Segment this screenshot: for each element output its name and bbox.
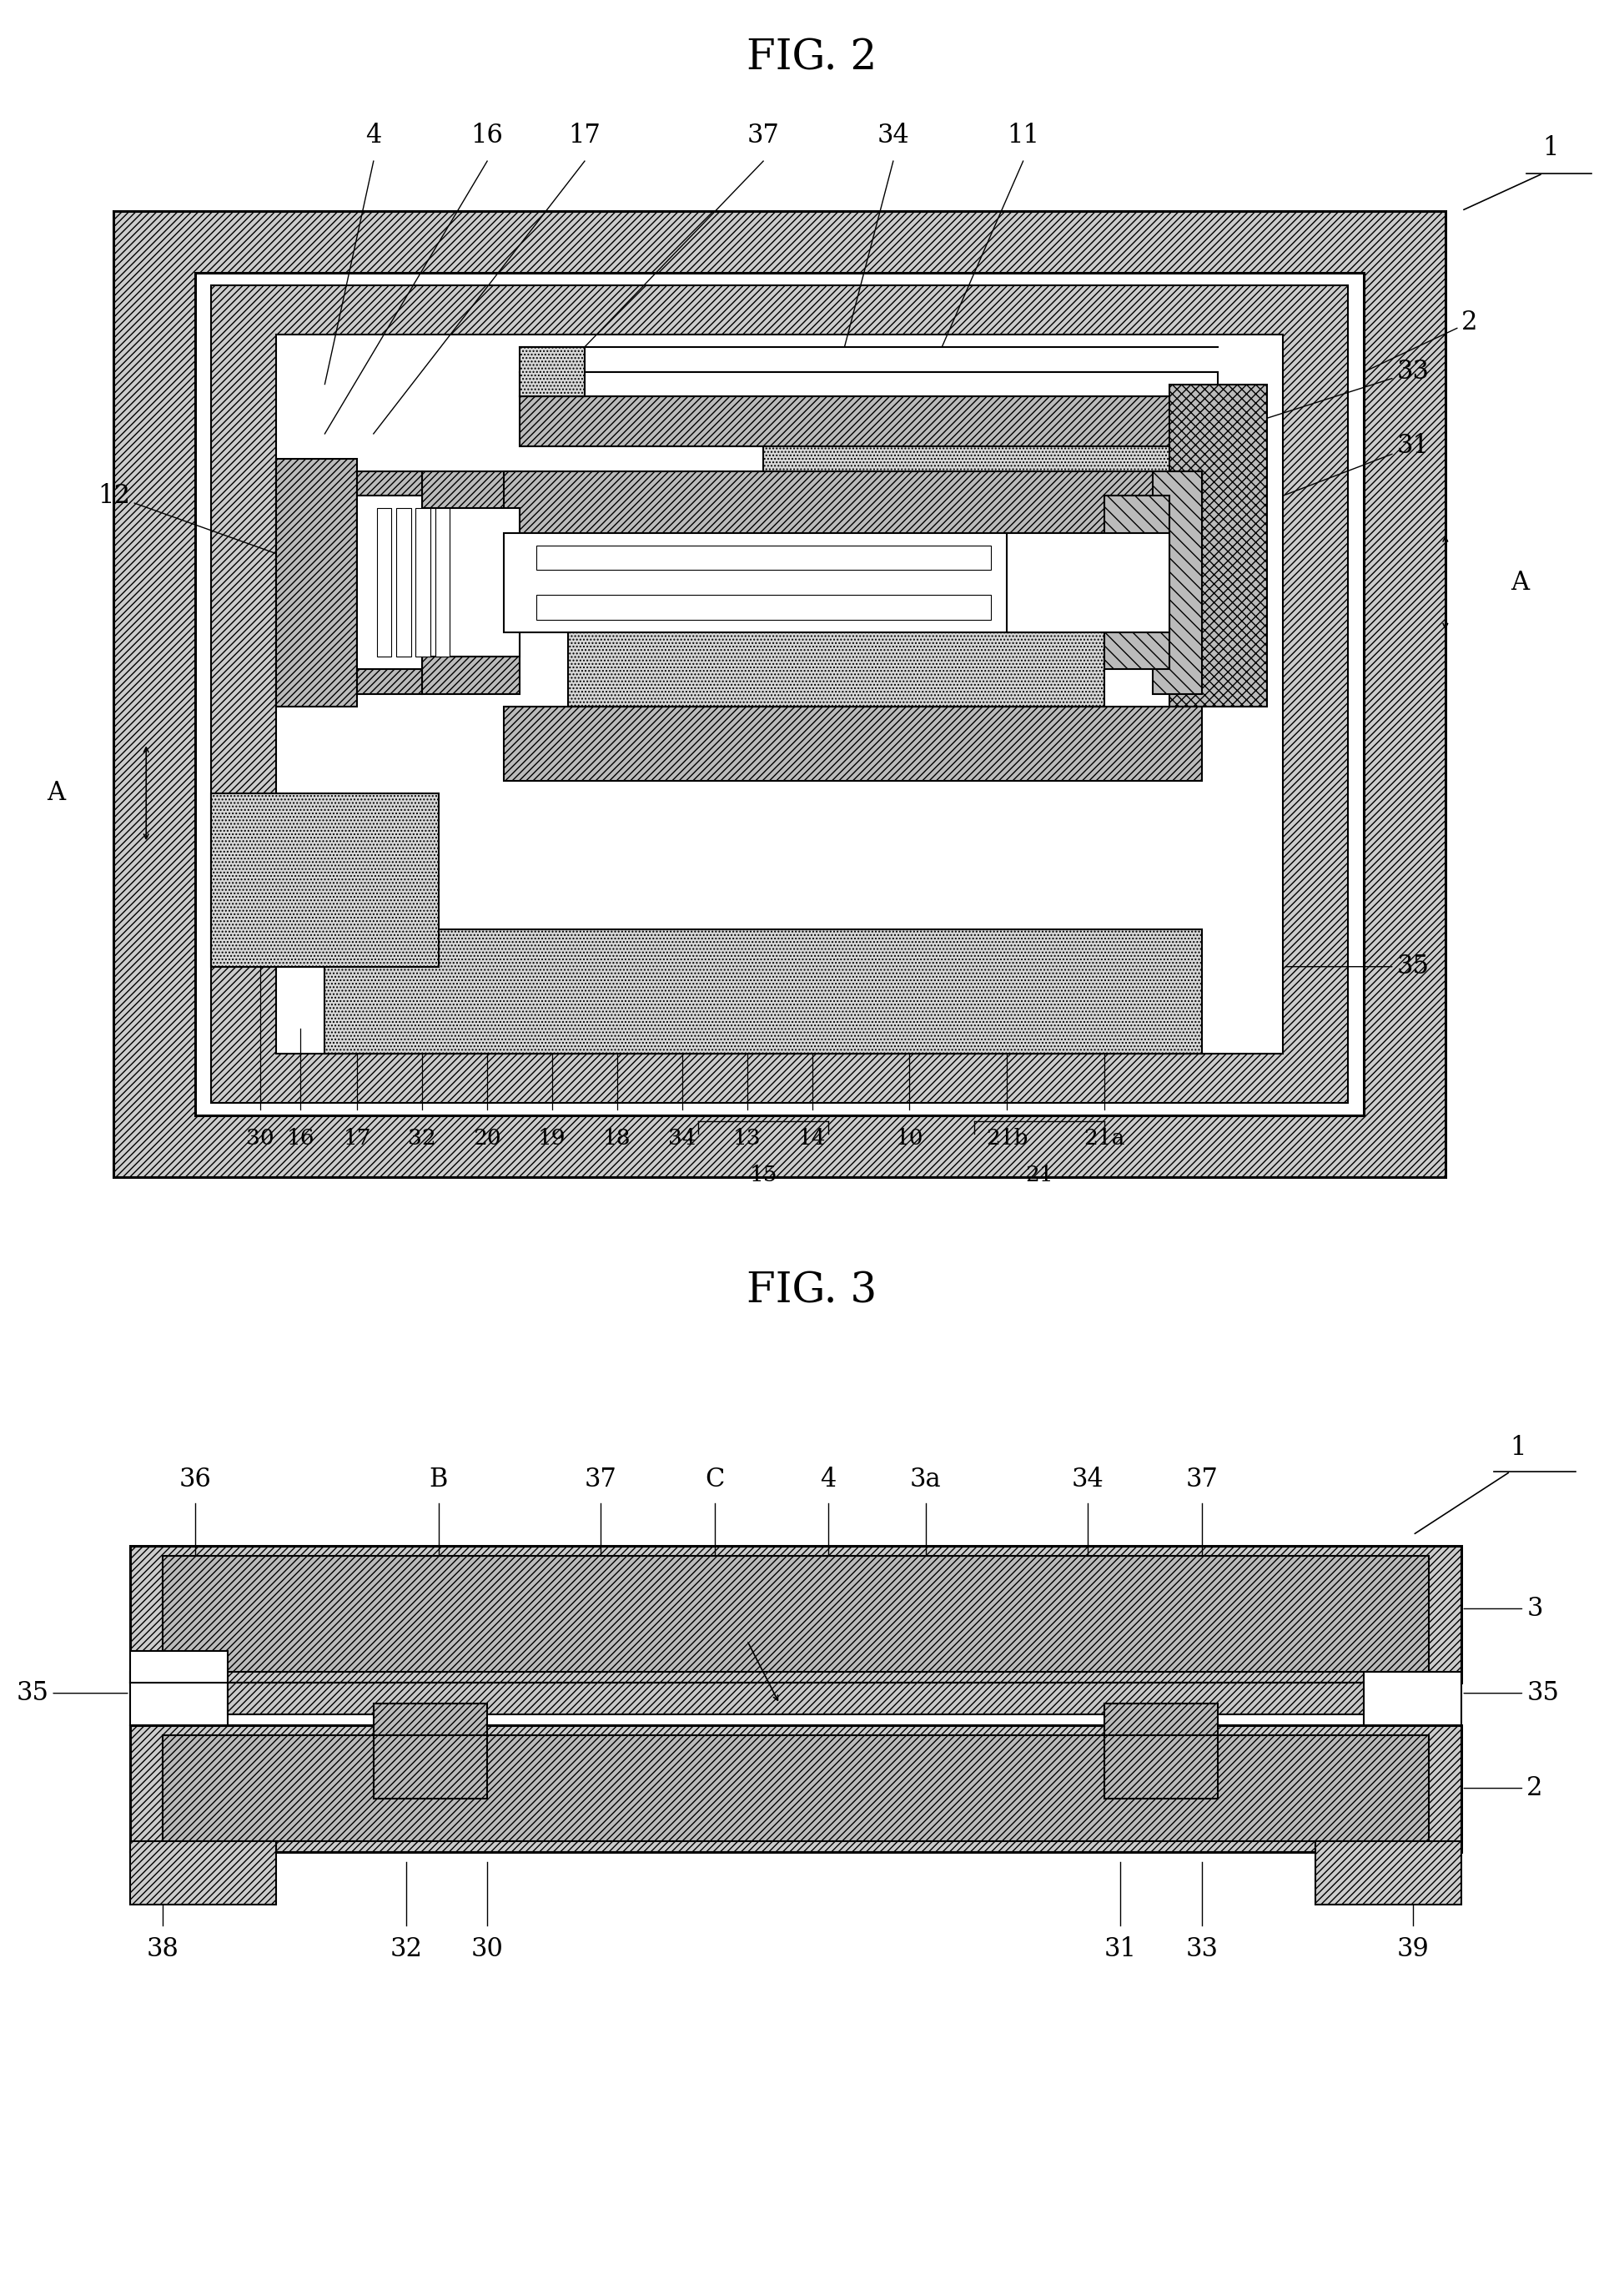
Bar [1104, 1726, 1218, 1799]
Text: 20: 20 [473, 1127, 502, 1148]
Bar [325, 929, 1202, 1053]
Text: 12: 12 [97, 482, 356, 581]
Text: 35: 35 [1463, 1680, 1559, 1705]
Text: 4: 4 [365, 124, 382, 149]
Bar [568, 546, 1104, 620]
Bar [374, 1726, 487, 1799]
Text: A: A [1510, 569, 1528, 594]
Bar [114, 211, 1445, 1177]
Bar [377, 507, 391, 656]
Bar [130, 1650, 227, 1682]
Text: 31: 31 [1285, 434, 1429, 496]
Text: 35: 35 [1285, 955, 1429, 980]
Bar [162, 1556, 1429, 1673]
Bar [211, 285, 1348, 1104]
Bar [227, 1682, 1364, 1714]
Text: 21: 21 [1025, 1166, 1054, 1187]
Bar [130, 1726, 1462, 1852]
Text: 35: 35 [16, 1680, 128, 1705]
Text: 21b: 21b [986, 1127, 1028, 1148]
Bar [422, 507, 520, 656]
Text: 34: 34 [877, 124, 909, 149]
Text: 4: 4 [820, 1467, 836, 1492]
Text: 31: 31 [1104, 1937, 1137, 1962]
Text: 11: 11 [1007, 124, 1039, 149]
Text: 33: 33 [1186, 1937, 1218, 1962]
Bar [130, 1545, 1462, 1682]
Bar [763, 397, 1186, 521]
Bar [422, 470, 520, 693]
Text: 2: 2 [1366, 310, 1478, 372]
Text: 38: 38 [146, 1937, 179, 1962]
Bar [276, 459, 357, 707]
Bar [536, 594, 991, 620]
Text: FIG. 2: FIG. 2 [747, 37, 877, 78]
Bar [276, 335, 1283, 1053]
Text: 1: 1 [1543, 135, 1559, 161]
Text: 17: 17 [568, 124, 601, 149]
Text: 13: 13 [732, 1127, 762, 1148]
Text: 37: 37 [585, 1467, 617, 1492]
Text: 37: 37 [747, 124, 780, 149]
Text: 2: 2 [1463, 1776, 1543, 1802]
Bar [130, 1673, 227, 1726]
Text: 17: 17 [343, 1127, 372, 1148]
Bar [1169, 383, 1267, 707]
Text: 21a: 21a [1083, 1127, 1125, 1148]
Text: 19: 19 [538, 1127, 567, 1148]
Bar [1104, 496, 1169, 670]
Text: 16: 16 [286, 1127, 315, 1148]
Text: 15: 15 [749, 1166, 778, 1187]
Bar [503, 470, 1202, 546]
Bar [130, 1841, 276, 1905]
Text: 32: 32 [408, 1127, 437, 1148]
Text: 39: 39 [1397, 1937, 1429, 1962]
Text: 36: 36 [179, 1467, 211, 1492]
Text: 30: 30 [471, 1937, 503, 1962]
Bar [211, 794, 438, 966]
Bar [520, 372, 1218, 397]
Text: FIG. 3: FIG. 3 [747, 1271, 877, 1313]
Bar [536, 546, 991, 569]
Bar [416, 507, 430, 656]
Bar [396, 507, 411, 656]
Text: 37: 37 [1186, 1467, 1218, 1492]
Text: 10: 10 [895, 1127, 924, 1148]
Bar [1153, 470, 1202, 693]
Bar [1364, 1673, 1462, 1726]
Bar [1007, 532, 1169, 631]
Bar [1104, 1703, 1218, 1735]
Text: 34: 34 [667, 1127, 697, 1148]
Text: A: A [47, 780, 65, 806]
Text: 33: 33 [1220, 358, 1429, 434]
Text: 3: 3 [1463, 1595, 1543, 1623]
Text: B: B [429, 1467, 448, 1492]
Text: 14: 14 [797, 1127, 827, 1148]
Bar [162, 1735, 1429, 1841]
Text: 1: 1 [1510, 1434, 1527, 1462]
Bar [195, 273, 1364, 1115]
Text: 32: 32 [390, 1937, 422, 1962]
Bar [1315, 1841, 1462, 1905]
Bar [568, 620, 1104, 707]
Text: 18: 18 [603, 1127, 632, 1148]
Bar [374, 1703, 487, 1735]
Bar [357, 496, 422, 670]
Bar [503, 707, 1202, 780]
Bar [357, 470, 422, 693]
Text: C: C [705, 1467, 724, 1492]
Text: 30: 30 [245, 1127, 274, 1148]
Text: 34: 34 [1072, 1467, 1104, 1492]
Bar [520, 347, 585, 397]
Bar [503, 532, 1072, 631]
Text: 3a: 3a [909, 1467, 942, 1492]
Bar [435, 507, 450, 656]
Bar [520, 397, 1218, 445]
Text: 16: 16 [471, 124, 503, 149]
